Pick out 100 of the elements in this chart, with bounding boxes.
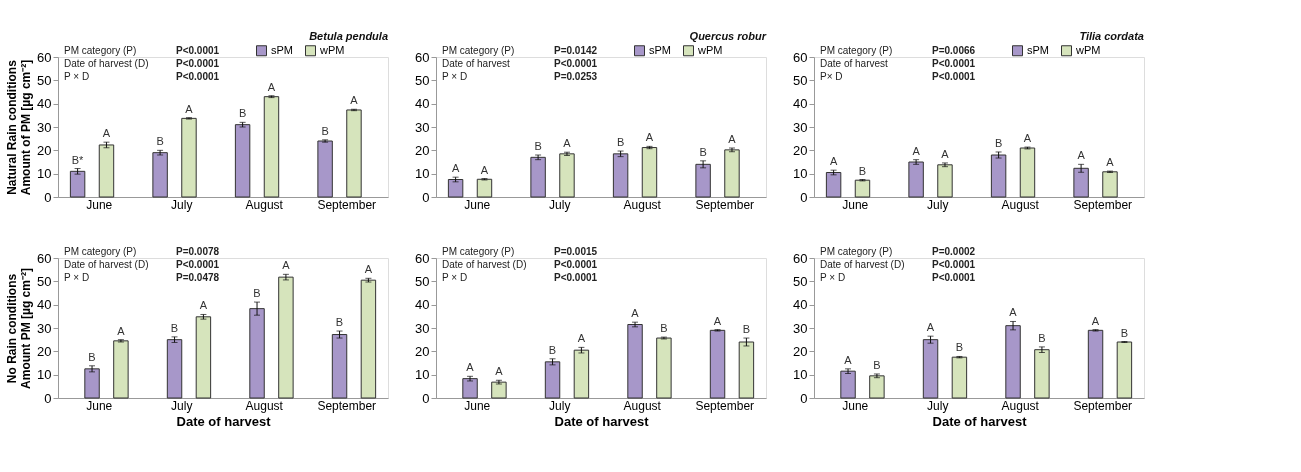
data-label: A xyxy=(117,324,126,337)
chart-title: Tilia cordata xyxy=(1079,30,1144,42)
x-tick-label: August xyxy=(245,398,284,413)
data-label: A xyxy=(631,307,640,320)
bar xyxy=(195,316,212,399)
y-tick-label: 40 xyxy=(793,96,808,112)
data-label: A xyxy=(577,332,586,345)
bar xyxy=(346,109,362,198)
data-label: B xyxy=(548,343,557,356)
x-tick-label: June xyxy=(464,398,491,413)
data-label: A xyxy=(1077,149,1086,162)
bar xyxy=(908,161,924,198)
bar xyxy=(573,349,590,399)
bar xyxy=(612,153,629,198)
annotation: P<0.0001 xyxy=(554,259,598,270)
bar xyxy=(825,172,842,198)
x-tick-label: September xyxy=(1073,197,1133,212)
x-tick-label: August xyxy=(623,197,662,212)
y-tick-label: 40 xyxy=(415,96,430,112)
data-label: B xyxy=(88,350,96,363)
data-label: B xyxy=(994,136,1003,149)
data-label: A xyxy=(728,133,737,145)
data-label: A xyxy=(1106,156,1115,169)
x-axis-title: Date of harvest xyxy=(554,413,650,429)
annotation: P<0.0001 xyxy=(176,58,220,69)
annotation: P<0.0001 xyxy=(176,71,220,82)
bar xyxy=(937,164,953,198)
bar xyxy=(249,308,265,399)
y-tick-label: 30 xyxy=(37,320,52,336)
y-tick-label: 30 xyxy=(37,119,52,135)
data-label: A xyxy=(466,361,475,374)
x-tick-label: September xyxy=(1073,398,1133,413)
data-label: B xyxy=(873,358,881,371)
y-tick-label: 40 xyxy=(37,96,52,112)
legend-label: wPM xyxy=(319,43,345,56)
text: PM category (P) xyxy=(442,45,515,56)
y-tick-label: 50 xyxy=(793,72,808,88)
y-tick-label: 0 xyxy=(422,189,430,205)
bar xyxy=(1116,341,1133,399)
annotation: Date of harvest (D) xyxy=(64,259,149,270)
bar xyxy=(263,96,280,198)
data-label: A xyxy=(102,127,111,140)
y-tick-label: 40 xyxy=(37,297,52,313)
data-label: A xyxy=(645,131,654,144)
x-tick-label: August xyxy=(1001,197,1040,212)
bar xyxy=(113,340,129,399)
bar xyxy=(724,149,740,198)
x-axis-title: Date of harvest xyxy=(932,413,1028,429)
y-tick-label: 20 xyxy=(793,343,808,359)
bar xyxy=(234,124,251,198)
data-label: B xyxy=(253,287,261,300)
bar xyxy=(709,329,726,399)
y-tick-label: 20 xyxy=(37,343,52,359)
bar xyxy=(491,381,507,399)
x-tick-label: September xyxy=(317,197,377,212)
x-tick-label: July xyxy=(171,197,193,212)
annotation: P × D xyxy=(64,71,90,82)
bar xyxy=(462,378,478,399)
data-label: B xyxy=(170,321,179,334)
data-label: B xyxy=(238,107,247,120)
x-tick-label: June xyxy=(86,197,113,212)
data-label: A xyxy=(912,144,921,157)
text: P=0.0015 xyxy=(554,246,598,257)
bar xyxy=(559,153,575,198)
annotation: P × D xyxy=(64,272,90,283)
x-tick-label: June xyxy=(842,398,869,413)
bar xyxy=(656,337,672,399)
data-label: B xyxy=(321,124,329,137)
x-tick-label: September xyxy=(695,197,755,212)
x-tick-label: July xyxy=(549,197,571,212)
bar xyxy=(840,370,856,399)
data-label: A xyxy=(829,155,838,168)
y-tick-label: 0 xyxy=(800,189,808,205)
legend-label: wPM xyxy=(697,43,723,56)
y-tick-label: 10 xyxy=(37,367,52,383)
data-label: A xyxy=(185,102,194,115)
x-tick-label: August xyxy=(1001,398,1040,413)
annotation: Date of harvest (D) xyxy=(64,58,149,69)
annotation: Date of harvest (D) xyxy=(442,259,527,270)
y-tick-label: 20 xyxy=(415,142,430,158)
bar xyxy=(869,375,885,399)
y-tick-label: 30 xyxy=(793,119,808,135)
bar xyxy=(84,368,100,399)
bar xyxy=(738,341,755,399)
chart-title: Quercus robur xyxy=(689,30,767,42)
y-tick-label: 20 xyxy=(415,343,430,359)
data-label: A xyxy=(1023,132,1032,145)
x-tick-label: June xyxy=(86,398,113,413)
data-label: B xyxy=(534,140,542,152)
y-tick-label: 50 xyxy=(793,273,808,289)
bar xyxy=(990,154,1007,198)
annotation: Date of harvest (D) xyxy=(820,259,905,270)
text: P=0.0066 xyxy=(932,45,976,56)
x-tick-label: September xyxy=(317,398,377,413)
x-tick-label: July xyxy=(927,197,949,212)
y-axis-title: Natural Rain conditions Amount of PM [µg cm⁻²] xyxy=(5,59,34,196)
y-tick-label: 20 xyxy=(37,142,52,158)
data-label: B xyxy=(955,341,964,354)
data-label: A xyxy=(1009,306,1018,319)
data-label: A xyxy=(1091,314,1100,327)
